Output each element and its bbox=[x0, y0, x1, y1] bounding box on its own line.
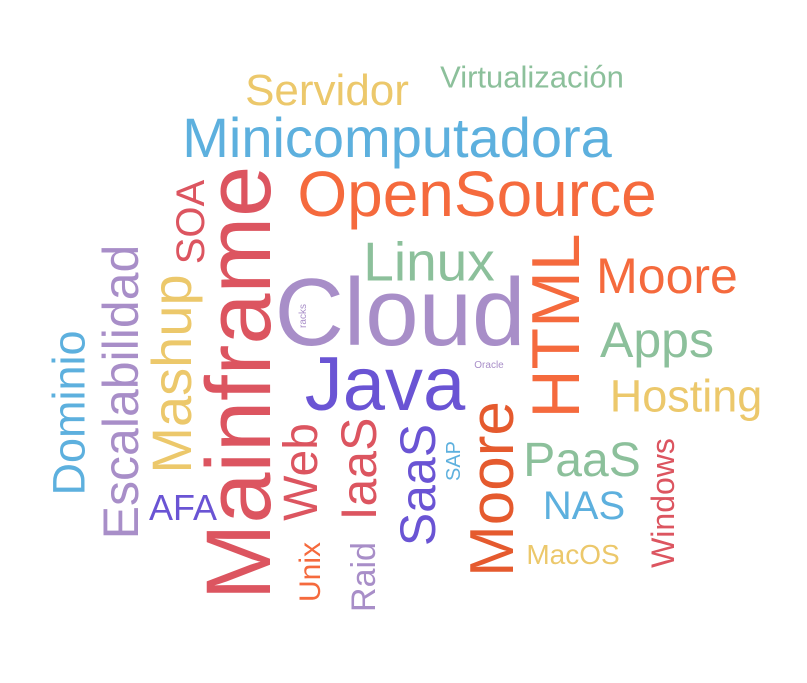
word-nas: NAS bbox=[542, 484, 626, 528]
word-saas: SaaS bbox=[390, 423, 446, 547]
word-iaas: IaaS bbox=[331, 417, 387, 521]
word-afa: AFA bbox=[148, 487, 218, 528]
word-dominio: Dominio bbox=[43, 330, 95, 496]
word-paas: PaaS bbox=[523, 434, 641, 487]
word-moore-2: Moore bbox=[458, 401, 527, 577]
word-java: Java bbox=[304, 342, 466, 427]
word-opensource: OpenSource bbox=[297, 158, 657, 230]
word-linux: Linux bbox=[363, 230, 495, 293]
word-escalabilidad: Escalabilidad bbox=[93, 244, 149, 540]
word-raid: Raid bbox=[345, 542, 383, 612]
word-oracle: Oracle bbox=[474, 360, 504, 371]
word-virtualizacion: Virtualización bbox=[440, 59, 624, 95]
word-moore: Moore bbox=[596, 248, 738, 304]
word-cloud: Cloud bbox=[274, 259, 526, 366]
word-web: Web bbox=[275, 423, 328, 521]
word-windows: Windows bbox=[645, 438, 681, 568]
word-hosting: Hosting bbox=[609, 370, 763, 422]
word-racks: racks bbox=[298, 304, 309, 328]
word-mainframe: Mainframe bbox=[188, 165, 290, 601]
word-minicomputadora: Minicomputadora bbox=[182, 106, 612, 169]
word-mashup: Mashup bbox=[140, 274, 203, 474]
word-apps: Apps bbox=[600, 312, 714, 368]
word-unix: Unix bbox=[294, 541, 327, 603]
word-servidor: Servidor bbox=[245, 66, 409, 115]
word-macos: MacOS bbox=[526, 539, 620, 570]
word-html: HTML bbox=[518, 233, 594, 419]
